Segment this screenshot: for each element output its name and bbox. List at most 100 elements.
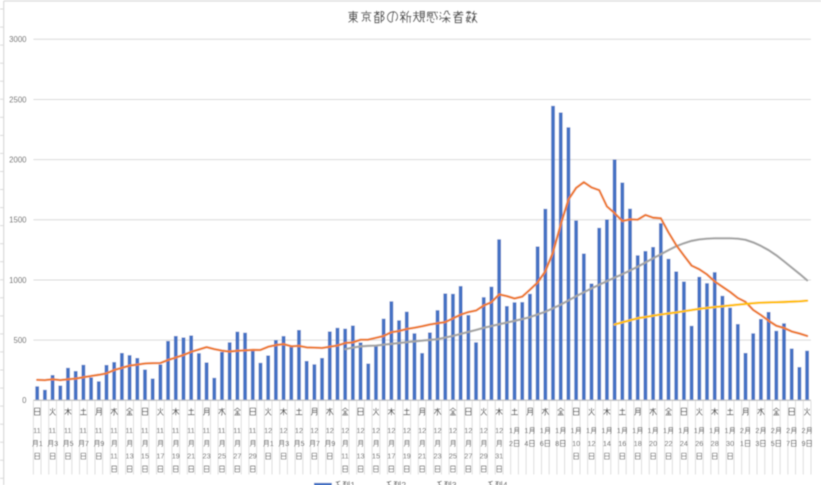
svg-text:9: 9 bbox=[331, 439, 335, 448]
svg-text:12: 12 bbox=[295, 426, 303, 435]
svg-text:12: 12 bbox=[372, 426, 380, 435]
svg-text:500: 500 bbox=[13, 336, 27, 345]
svg-text:20: 20 bbox=[649, 439, 657, 448]
svg-text:29: 29 bbox=[249, 452, 257, 461]
svg-text:12: 12 bbox=[264, 426, 272, 435]
svg-text:4: 4 bbox=[524, 439, 528, 448]
svg-text:11: 11 bbox=[141, 426, 149, 435]
svg-text:12: 12 bbox=[449, 426, 457, 435]
svg-text:30: 30 bbox=[726, 439, 734, 448]
svg-text:1: 1 bbox=[586, 426, 590, 435]
svg-text:3000: 3000 bbox=[9, 35, 27, 44]
svg-text:1: 1 bbox=[350, 480, 355, 485]
svg-text:11: 11 bbox=[64, 426, 72, 435]
svg-text:1: 1 bbox=[509, 426, 513, 435]
svg-text:12: 12 bbox=[310, 426, 318, 435]
svg-text:17: 17 bbox=[156, 452, 164, 461]
svg-text:1: 1 bbox=[694, 426, 698, 435]
svg-text:12: 12 bbox=[341, 426, 349, 435]
svg-text:2: 2 bbox=[509, 439, 513, 448]
svg-text:10: 10 bbox=[572, 439, 580, 448]
svg-text:12: 12 bbox=[433, 426, 441, 435]
svg-text:19: 19 bbox=[403, 452, 411, 461]
svg-text:13: 13 bbox=[126, 452, 134, 461]
svg-text:1: 1 bbox=[39, 439, 43, 448]
svg-text:14: 14 bbox=[603, 439, 611, 448]
svg-text:5: 5 bbox=[771, 439, 775, 448]
svg-text:23: 23 bbox=[433, 452, 441, 461]
svg-text:3: 3 bbox=[54, 439, 58, 448]
svg-text:11: 11 bbox=[95, 426, 103, 435]
svg-text:29: 29 bbox=[480, 452, 488, 461]
svg-text:21: 21 bbox=[418, 452, 426, 461]
svg-text:16: 16 bbox=[618, 439, 626, 448]
svg-text:1: 1 bbox=[740, 439, 744, 448]
svg-text:12: 12 bbox=[495, 426, 503, 435]
svg-text:3: 3 bbox=[452, 480, 457, 485]
svg-text:11: 11 bbox=[187, 426, 195, 435]
svg-text:6: 6 bbox=[540, 439, 544, 448]
svg-text:18: 18 bbox=[634, 439, 642, 448]
svg-text:3: 3 bbox=[285, 439, 289, 448]
svg-text:3: 3 bbox=[755, 439, 759, 448]
svg-text:5: 5 bbox=[70, 439, 74, 448]
svg-text:11: 11 bbox=[218, 426, 226, 435]
svg-text:11: 11 bbox=[126, 426, 134, 435]
svg-text:12: 12 bbox=[280, 426, 288, 435]
svg-text:23: 23 bbox=[203, 452, 211, 461]
svg-text:1000: 1000 bbox=[9, 276, 27, 285]
svg-text:12: 12 bbox=[403, 426, 411, 435]
svg-text:28: 28 bbox=[711, 439, 719, 448]
svg-text:17: 17 bbox=[387, 452, 395, 461]
svg-text:2500: 2500 bbox=[9, 95, 27, 104]
svg-text:8: 8 bbox=[555, 439, 559, 448]
svg-text:0: 0 bbox=[22, 396, 27, 405]
svg-text:13: 13 bbox=[357, 452, 365, 461]
svg-text:12: 12 bbox=[464, 426, 472, 435]
svg-text:1: 1 bbox=[601, 426, 605, 435]
svg-text:11: 11 bbox=[33, 426, 41, 435]
svg-text:1: 1 bbox=[632, 426, 636, 435]
svg-text:24: 24 bbox=[680, 439, 688, 448]
svg-text:7: 7 bbox=[316, 439, 320, 448]
svg-text:1500: 1500 bbox=[9, 216, 27, 225]
svg-text:1: 1 bbox=[678, 426, 682, 435]
svg-text:11: 11 bbox=[341, 452, 349, 461]
svg-text:19: 19 bbox=[172, 452, 180, 461]
svg-text:22: 22 bbox=[664, 439, 672, 448]
svg-text:12: 12 bbox=[418, 426, 426, 435]
svg-text:1: 1 bbox=[524, 426, 528, 435]
svg-text:7: 7 bbox=[786, 439, 790, 448]
svg-text:2: 2 bbox=[401, 480, 406, 485]
svg-text:27: 27 bbox=[464, 452, 472, 461]
svg-text:26: 26 bbox=[695, 439, 703, 448]
svg-text:1: 1 bbox=[270, 439, 274, 448]
svg-text:11: 11 bbox=[79, 426, 87, 435]
svg-text:9: 9 bbox=[100, 439, 104, 448]
svg-text:2: 2 bbox=[802, 426, 806, 435]
svg-text:11: 11 bbox=[249, 426, 257, 435]
svg-text:1: 1 bbox=[555, 426, 559, 435]
svg-text:15: 15 bbox=[141, 452, 149, 461]
svg-text:2: 2 bbox=[771, 426, 775, 435]
svg-text:2: 2 bbox=[740, 426, 744, 435]
svg-text:11: 11 bbox=[203, 426, 211, 435]
svg-text:2: 2 bbox=[786, 426, 790, 435]
svg-text:4: 4 bbox=[503, 480, 508, 485]
svg-text:2000: 2000 bbox=[9, 155, 27, 164]
svg-text:12: 12 bbox=[357, 426, 365, 435]
svg-text:12: 12 bbox=[587, 439, 595, 448]
svg-text:11: 11 bbox=[172, 426, 180, 435]
svg-text:11: 11 bbox=[156, 426, 164, 435]
svg-text:2: 2 bbox=[755, 426, 759, 435]
svg-text:12: 12 bbox=[387, 426, 395, 435]
svg-text:5: 5 bbox=[300, 439, 304, 448]
svg-text:15: 15 bbox=[372, 452, 380, 461]
svg-text:7: 7 bbox=[85, 439, 89, 448]
svg-text:31: 31 bbox=[495, 452, 503, 461]
svg-text:11: 11 bbox=[110, 452, 118, 461]
svg-text:1: 1 bbox=[571, 426, 575, 435]
svg-text:1: 1 bbox=[617, 426, 621, 435]
svg-text:9: 9 bbox=[802, 439, 806, 448]
svg-text:1: 1 bbox=[648, 426, 652, 435]
